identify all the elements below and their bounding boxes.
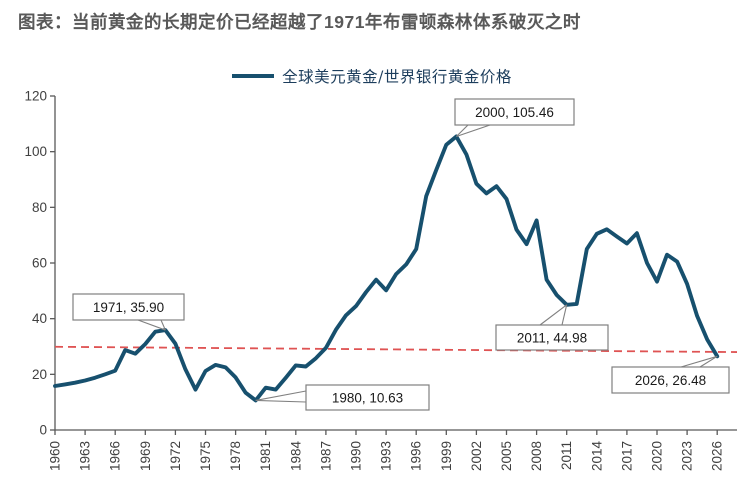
x-tick-label: 2023 xyxy=(680,441,695,471)
callout-2026: 2026, 26.48 xyxy=(611,355,730,394)
callout-label: 2000, 105.46 xyxy=(475,105,554,120)
chart-legend: 全球美元黄金/世界银行黄金价格 xyxy=(0,65,744,87)
callout-box xyxy=(72,293,185,321)
y-tick-label: 80 xyxy=(32,200,47,215)
y-tick-label: 100 xyxy=(24,144,47,159)
callout-label: 1980, 10.63 xyxy=(332,391,403,406)
x-tick-label: 1987 xyxy=(318,441,333,471)
y-tick-label: 20 xyxy=(32,367,47,382)
y-tick-label: 0 xyxy=(39,423,47,438)
callout-box xyxy=(305,384,430,411)
x-tick-label: 1960 xyxy=(48,441,63,471)
legend-line-swatch xyxy=(232,74,275,78)
x-tick-label: 2011 xyxy=(559,441,574,470)
callout-2011: 2011, 44.98 xyxy=(495,304,609,351)
series-line xyxy=(53,134,720,403)
callout-box xyxy=(495,324,609,351)
x-tick-label: 1972 xyxy=(168,441,183,471)
callout-label: 2026, 26.48 xyxy=(635,373,706,388)
y-tick-label: 60 xyxy=(32,256,47,271)
x-tick-label: 1984 xyxy=(288,441,303,472)
callout-label: 2011, 44.98 xyxy=(517,331,587,346)
x-tick-label: 1963 xyxy=(78,441,93,471)
y-tick-label: 120 xyxy=(24,89,47,104)
x-tick-label: 1990 xyxy=(349,441,364,471)
callouts: 1971, 35.90 1980, 10.63 2000, 105.46 2011, … xyxy=(72,98,730,411)
callout-1971: 1971, 35.90 xyxy=(72,293,185,331)
callout-2000: 2000, 105.46 xyxy=(454,98,575,137)
x-tick-label: 2008 xyxy=(529,441,544,471)
x-tick-label: 2017 xyxy=(619,441,634,471)
y-tick-label: 40 xyxy=(32,311,47,326)
x-tick-label: 2020 xyxy=(650,441,665,471)
x-axis-ticks: 1960 1963 1966 1969 1972 1975 1978 1981 1984 1987… xyxy=(48,430,725,471)
x-tick-label: 1978 xyxy=(228,441,243,471)
x-tick-label: 1996 xyxy=(409,441,424,471)
x-tick-label: 1981 xyxy=(258,441,273,471)
x-tick-label: 1999 xyxy=(439,441,454,471)
x-tick-label: 2014 xyxy=(589,441,604,472)
trend-dashed-line xyxy=(54,345,738,353)
callout-box xyxy=(611,366,730,394)
x-tick-label: 2005 xyxy=(499,441,514,471)
callout-1980: 1980, 10.63 xyxy=(255,384,430,411)
page-title: 图表：当前黄金的长期定价已经超越了1971年布雷顿森林体系破灭之时 xyxy=(18,12,581,32)
callout-box xyxy=(454,98,575,126)
x-tick-label: 1975 xyxy=(198,441,213,471)
legend-label: 全球美元黄金/世界银行黄金价格 xyxy=(282,68,512,86)
x-tick-label: 1969 xyxy=(138,441,153,471)
x-tick-label: 1966 xyxy=(108,441,123,471)
callout-label: 1971, 35.90 xyxy=(93,300,164,315)
y-axis-ticks: 0 20 40 60 80 100 120 xyxy=(24,89,55,438)
x-tick-label: 2026 xyxy=(710,441,725,471)
x-tick-label: 1993 xyxy=(379,441,394,471)
x-tick-label: 2002 xyxy=(469,441,484,471)
